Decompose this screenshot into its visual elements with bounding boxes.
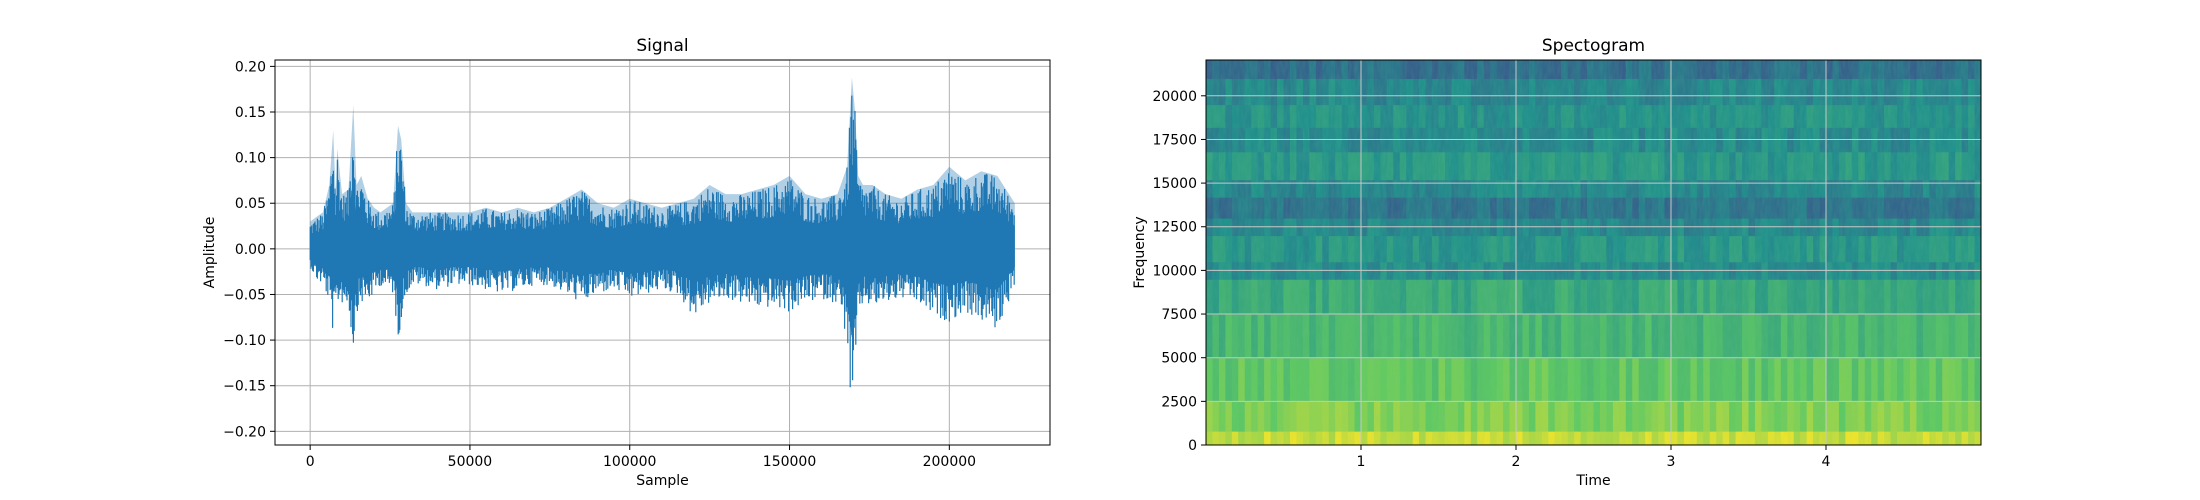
spectrogram-y-tick-label: 15000	[1152, 176, 1197, 192]
spectrogram-y-tick-label: 20000	[1152, 89, 1197, 105]
spectrogram-y-tick-label: 12500	[1152, 220, 1197, 236]
spectrogram-y-tick-label: 17500	[1152, 132, 1197, 148]
signal-grid	[275, 60, 1050, 445]
signal-x-tick-label: 100000	[603, 454, 656, 470]
signal-plot-frame	[274, 59, 1051, 446]
spectrogram-y-axis: 0 2500 5000 7500 10000 12500 15000 17500 20000	[1152, 89, 1206, 454]
spectrogram-texture	[1206, 60, 1981, 445]
signal-y-axis: −0.20 −0.15 −0.10 −0.05 0.00 0.05 0.10 0.15 0.20	[223, 59, 275, 440]
signal-y-tick-label: −0.15	[223, 379, 266, 395]
signal-x-tick-label: 50000	[448, 454, 493, 470]
signal-y-tick-label: 0.20	[235, 59, 266, 75]
signal-y-tick-label: 0.05	[235, 196, 266, 212]
spectrogram-x-tick-label: 4	[1822, 454, 1831, 470]
signal-x-tick-label: 200000	[923, 454, 976, 470]
signal-y-tick-label: 0.10	[235, 151, 266, 167]
signal-y-label: Amplitude	[202, 217, 218, 289]
signal-chart: 0 50000 100000 150000 200000 −0.20 −0.15 −0.10…	[202, 36, 1051, 489]
spectrogram-x-tick-label: 2	[1512, 454, 1521, 470]
spectrogram-y-tick-label: 2500	[1161, 394, 1197, 410]
signal-y-tick-label: 0.15	[235, 105, 266, 121]
signal-y-tick-label: −0.10	[223, 333, 266, 349]
spectrogram-x-tick-label: 3	[1667, 454, 1676, 470]
signal-y-tick-label: −0.05	[223, 287, 266, 303]
spectrogram-y-tick-label: 5000	[1161, 351, 1197, 367]
signal-x-tick-label: 0	[306, 454, 315, 470]
spectrogram-plot-frame	[1205, 59, 1982, 446]
signal-x-axis: 0 50000 100000 150000 200000	[306, 445, 976, 470]
spectrogram-x-tick-label: 1	[1357, 454, 1366, 470]
signal-x-label: Sample	[636, 473, 689, 489]
spectrogram-y-tick-label: 0	[1188, 438, 1197, 454]
signal-x-tick-label: 150000	[763, 454, 816, 470]
spectrogram-y-tick-label: 10000	[1152, 263, 1197, 279]
signal-y-tick-label: −0.20	[223, 424, 266, 440]
spectrogram-y-tick-label: 7500	[1161, 307, 1197, 323]
spectrogram-x-axis: 1 2 3 4	[1357, 445, 1831, 470]
signal-title: Signal	[636, 36, 688, 56]
signal-y-tick-label: 0.00	[235, 242, 266, 258]
spectrogram-title: Spectogram	[1542, 36, 1645, 56]
spectrogram-x-label: Time	[1575, 473, 1610, 489]
spectrogram-chart: 1 2 3 4 0 2500 5000 7500 10000 12500 15000 17500 20…	[1132, 36, 1982, 489]
signal-waveform	[309, 77, 1015, 388]
signal-core-band	[310, 163, 1015, 338]
spectrogram-y-label: Frequency	[1132, 216, 1148, 288]
